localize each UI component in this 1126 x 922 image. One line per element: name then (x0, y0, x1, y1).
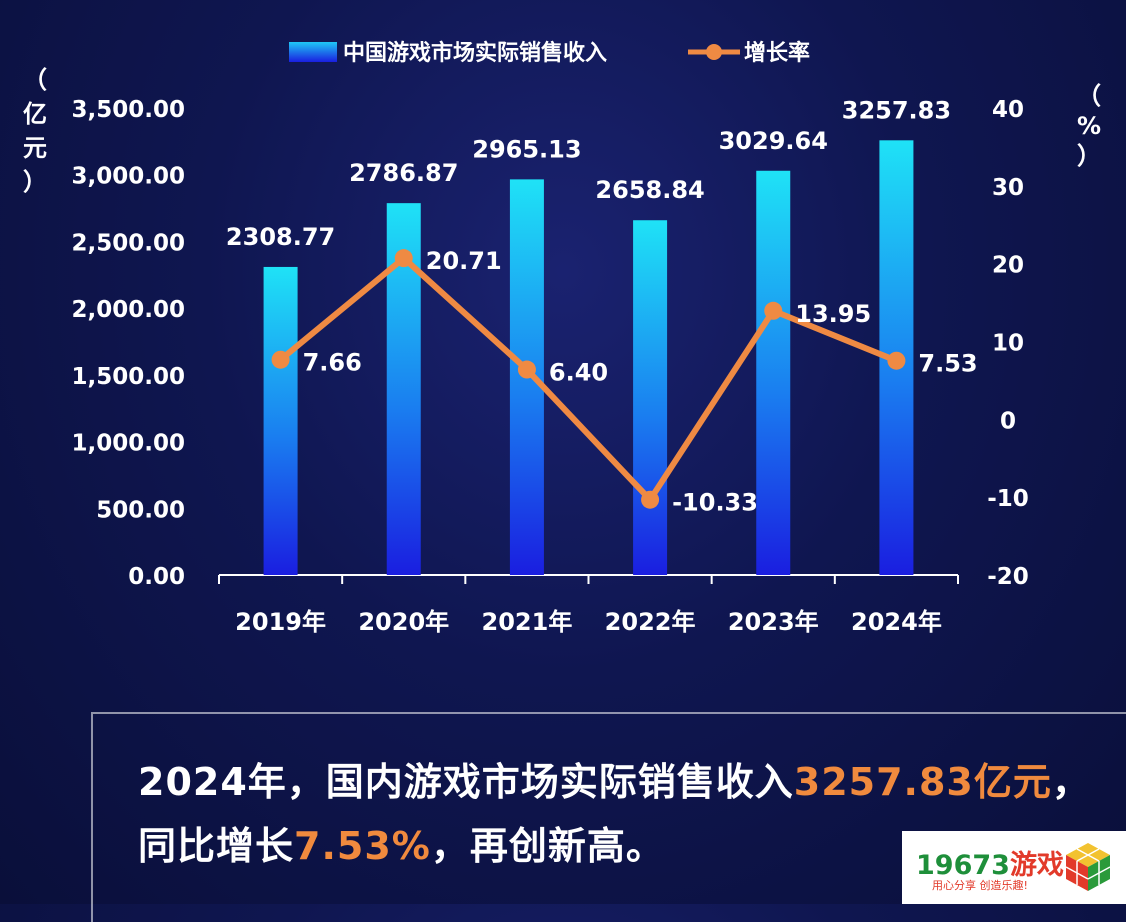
y-right-tick-label: -20 (987, 564, 1029, 590)
y-left-ticks: 0.00 500.00 1,000.00 1,500.00 2,000.00 2,500.… (72, 97, 186, 590)
growth-point (887, 351, 906, 370)
growth-point-label: -10.33 (672, 489, 758, 517)
revenue-bar-label: 2308.77 (226, 223, 335, 251)
legend-bar-swatch (289, 42, 337, 62)
y-right-tick-label: 40 (992, 97, 1024, 123)
summary-growth-highlight: 7.53% (294, 824, 431, 868)
cube-icon (1065, 843, 1111, 891)
revenue-bar-label: 2786.87 (349, 159, 458, 187)
y-right-unit: （%） (1077, 82, 1101, 170)
y-right-unit-char: ） (1077, 142, 1101, 170)
revenue-bar (633, 220, 668, 575)
legend-line-label: 增长率 (744, 40, 810, 66)
y-left-tick-label: 2,500.00 (72, 230, 186, 256)
y-left-unit-char: 亿 (23, 100, 47, 128)
legend: 中国游戏市场实际销售收入 增长率 (289, 40, 810, 66)
y-left-tick-label: 3,000.00 (72, 164, 186, 190)
growth-point-label: 7.66 (303, 349, 362, 377)
growth-point (641, 490, 660, 509)
y-right-tick-label: 0 (1000, 408, 1016, 434)
x-tick-label: 2021年 (482, 608, 573, 636)
revenue-bar-label: 3029.64 (719, 127, 828, 155)
y-right-unit-char: % (1077, 112, 1101, 140)
y-right-tick-label: -10 (987, 486, 1029, 512)
logo-wordmark: 19673游戏 (916, 843, 1064, 882)
growth-point (271, 350, 290, 369)
logo-number: 19673 (916, 850, 1010, 881)
x-tick-label: 2019年 (235, 608, 326, 636)
y-right-tick-label: 30 (992, 175, 1024, 201)
x-tick-label: 2024年 (851, 608, 942, 636)
y-right-ticks: -20 -10 0 10 20 30 40 (987, 97, 1029, 590)
x-tick-label: 2020年 (358, 608, 449, 636)
legend-bar-label: 中国游戏市场实际销售收入 (343, 40, 607, 66)
x-tick-label: 2022年 (605, 608, 696, 636)
y-left-tick-label: 2,000.00 (72, 297, 186, 323)
y-left-unit-char: 元 (23, 134, 47, 162)
line-labels: 7.66 20.71 6.40 -10.33 13.95 7.53 (303, 247, 978, 517)
y-left-unit: （ 亿元 ） (23, 66, 47, 196)
growth-point-label: 20.71 (426, 247, 502, 275)
summary-text: 2024年，国内游戏市场实际销售收入3257.83亿元， 同比增长7.53%，再… (138, 750, 1098, 878)
x-axis: 2019年 2020年 2021年 2022年 2023年 2024年 (218, 574, 959, 636)
summary-line1-prefix: 2024年，国内游戏市场实际销售收入 (138, 760, 794, 804)
growth-point (517, 360, 536, 379)
y-left-tick-label: 1,000.00 (72, 431, 186, 457)
growth-point-label: 6.40 (549, 359, 608, 387)
y-left-unit-char: （ (23, 66, 47, 94)
y-left-tick-label: 0.00 (128, 564, 185, 590)
logo-slogan: 用心分享 创造乐趣! (932, 879, 1028, 892)
logo-name: 游戏 (1009, 850, 1064, 881)
revenue-bar-label: 2658.84 (595, 176, 704, 204)
revenue-bar-label: 2965.13 (472, 135, 581, 163)
growth-point (764, 301, 783, 320)
summary-box (91, 712, 1126, 922)
growth-point-label: 7.53 (918, 350, 977, 378)
growth-point (394, 249, 413, 268)
bar-line-chart: 中国游戏市场实际销售收入 增长率 （亿元） （%） 0.00500.001,00… (23, 40, 1101, 636)
y-left-tick-label: 500.00 (96, 497, 185, 523)
y-right-unit-char: （ (1077, 82, 1101, 110)
y-left-tick-label: 1,500.00 (72, 364, 186, 390)
summary-line-1: 2024年，国内游戏市场实际销售收入3257.83亿元， (138, 750, 1098, 814)
growth-point-label: 13.95 (795, 300, 871, 328)
y-left-tick-label: 3,500.00 (72, 97, 186, 123)
site-logo[interactable]: 19673游戏 用心分享 创造乐趣! (902, 831, 1126, 904)
x-tick-label: 2023年 (728, 608, 819, 636)
revenue-bar-label: 3257.83 (842, 96, 951, 124)
growth-line-path (278, 255, 898, 503)
summary-line2-prefix: 同比增长 (138, 824, 295, 868)
summary-line2-suffix: ，再创新高。 (430, 824, 665, 868)
bar-labels: 2308.77 2786.87 2965.13 2658.84 3029.64 3257.… (226, 96, 951, 251)
y-left-unit-char: ） (23, 168, 47, 196)
summary-line-2: 同比增长7.53%，再创新高。 (138, 814, 1098, 878)
summary-revenue-highlight: 3257.83亿元 (793, 760, 1052, 804)
revenue-bar (756, 170, 791, 575)
growth-line (271, 249, 906, 509)
legend-line-marker (706, 44, 722, 60)
summary-line1-suffix: ， (1051, 760, 1091, 804)
y-right-tick-label: 10 (992, 331, 1024, 357)
revenue-bar (263, 266, 298, 575)
y-right-tick-label: 20 (992, 253, 1024, 279)
